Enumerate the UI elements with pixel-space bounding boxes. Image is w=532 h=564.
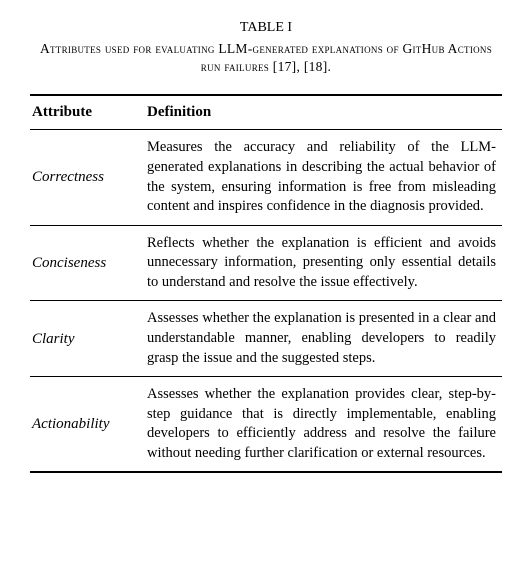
definition-cell: Assesses whether the explanation is pres… xyxy=(145,301,502,377)
table-row: Correctness Measures the accuracy and re… xyxy=(30,130,502,225)
definition-cell: Measures the accuracy and reliability of… xyxy=(145,130,502,225)
table-label: TABLE I xyxy=(30,20,502,36)
table-row: Actionability Assesses whether the expla… xyxy=(30,377,502,473)
definition-cell: Reflects whether the explanation is effi… xyxy=(145,225,502,301)
table-caption: Attributes used for evaluating LLM-gener… xyxy=(30,40,502,76)
table-row: Conciseness Reflects whether the explana… xyxy=(30,225,502,301)
column-header-attribute: Attribute xyxy=(30,95,145,130)
attribute-cell: Clarity xyxy=(30,301,145,377)
attributes-table: Attribute Definition Correctness Measure… xyxy=(30,94,502,473)
column-header-definition: Definition xyxy=(145,95,502,130)
attribute-cell: Correctness xyxy=(30,130,145,225)
attribute-cell: Actionability xyxy=(30,377,145,473)
attribute-cell: Conciseness xyxy=(30,225,145,301)
table-row: Clarity Assesses whether the explanation… xyxy=(30,301,502,377)
definition-cell: Assesses whether the explanation provide… xyxy=(145,377,502,473)
